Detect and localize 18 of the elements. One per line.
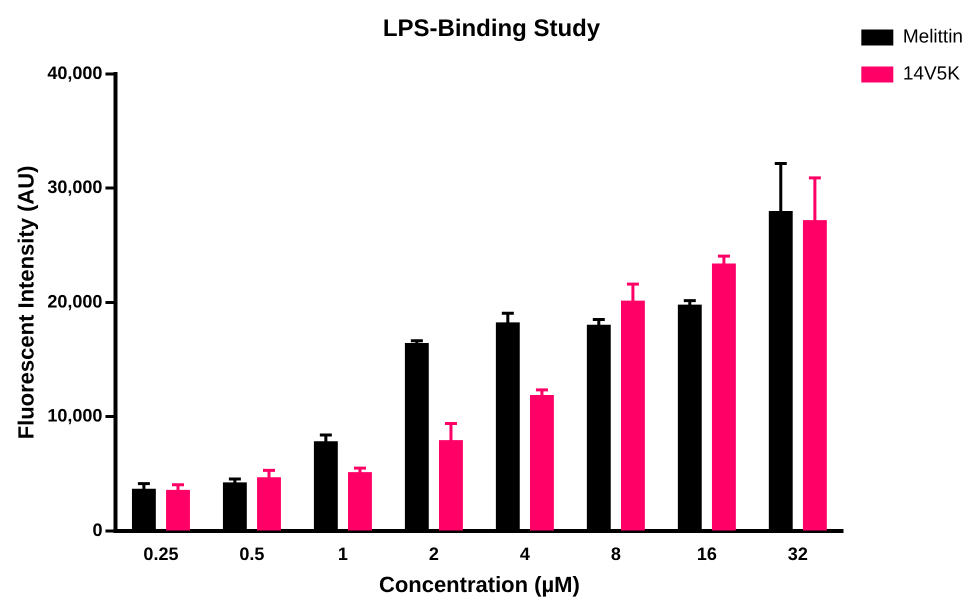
x-tick-label: 0.25	[143, 544, 178, 564]
chart-title: LPS-Binding Study	[382, 15, 601, 42]
x-tick-label: 2	[428, 544, 439, 564]
y-axis-title: Fluorescent Intensity (AU)	[13, 165, 38, 440]
y-tick-label: 40,000	[47, 62, 102, 83]
legend-label: 14V5K	[902, 64, 960, 85]
x-tick-label: 16	[696, 544, 717, 564]
y-tick-label: 10,000	[47, 406, 102, 426]
y-tick-label: 0	[92, 520, 102, 540]
x-tick-label: 0.5	[239, 544, 264, 564]
y-tick-label: 30,000	[47, 177, 102, 198]
x-tick-label: 1	[338, 544, 348, 564]
legend-label: Melittin	[902, 26, 964, 48]
y-tick-label: 20,000	[47, 291, 102, 312]
x-axis-title: Concentration (µM)	[378, 572, 580, 597]
x-tick-label: 32	[788, 544, 808, 564]
x-tick-label: 4	[520, 544, 530, 564]
x-tick-label: 8	[610, 544, 621, 564]
